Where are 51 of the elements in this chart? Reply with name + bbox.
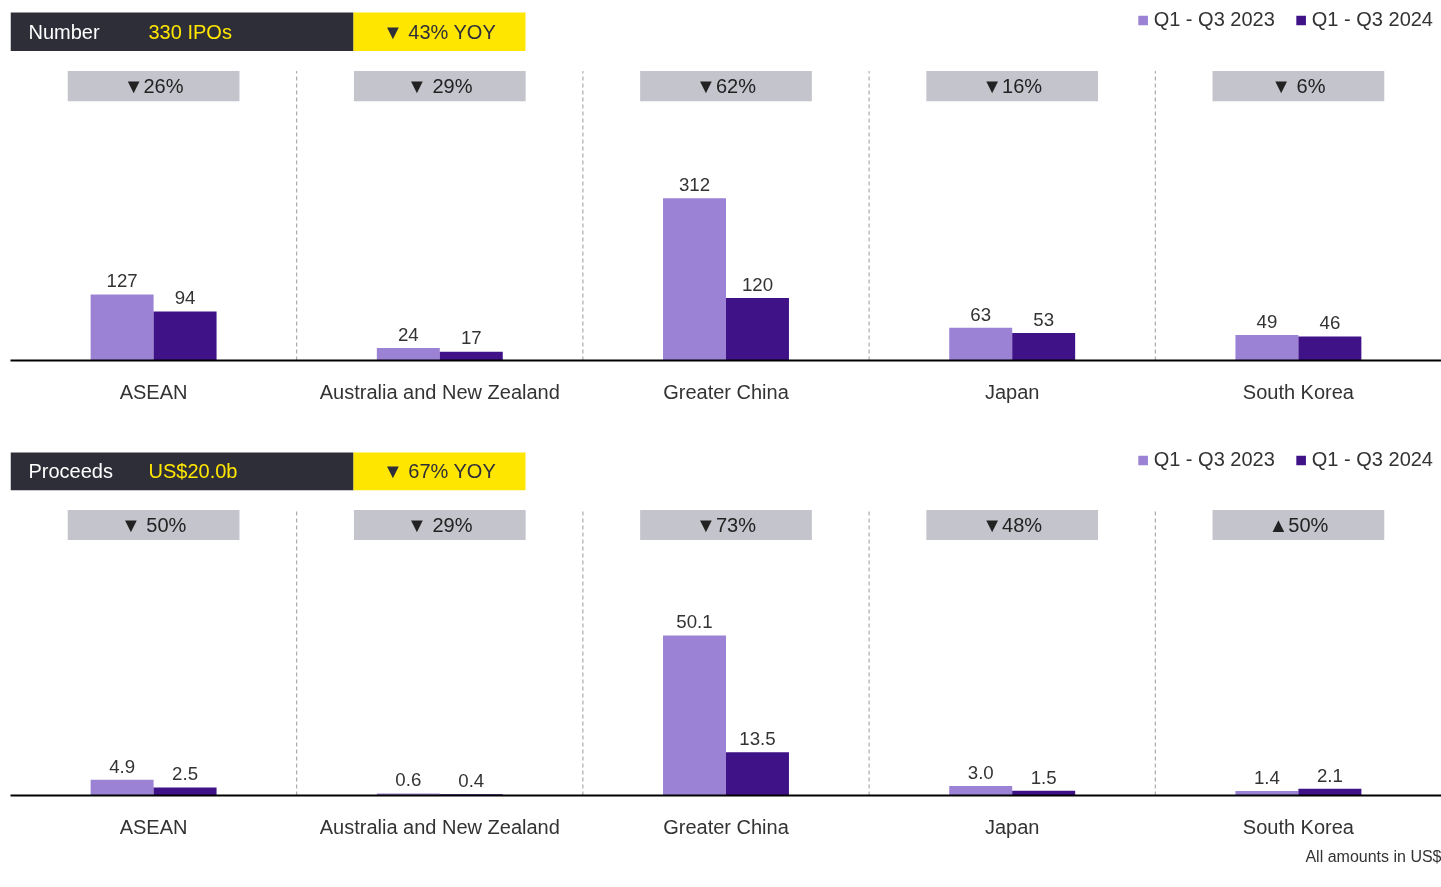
x-tick-label: Greater China (663, 380, 790, 403)
x-tick-label: ASEAN (119, 815, 188, 838)
text: ▼48% (982, 514, 1043, 537)
text: ▲50% (1268, 514, 1329, 537)
legend-label: Q1 - Q3 2023 (1153, 8, 1275, 31)
x-tick-label: South Korea (1242, 380, 1355, 403)
data-label: 0.4 (458, 770, 485, 792)
text: ▼73% (696, 514, 757, 537)
x-tick-label: Australia and New Zealand (319, 815, 560, 838)
text: ▼62% (696, 75, 757, 98)
x-tick-label: ASEAN (119, 380, 188, 403)
data-label: 17 (460, 327, 482, 349)
chart-subtitle: 330 IPOs (148, 20, 232, 43)
text: ▼ 29% (407, 514, 473, 537)
text: ▼ 29% (407, 75, 473, 98)
data-label: 2.5 (172, 763, 199, 785)
x-tick-label: Greater China (663, 815, 790, 838)
text: All amounts in US$ (1305, 847, 1441, 865)
text: ▼ 6% (1271, 75, 1326, 98)
text: ▼26% (123, 75, 184, 98)
text: ▼ 50% (120, 514, 187, 537)
data-label: 1.5 (1030, 766, 1057, 788)
data-label: 0.6 (395, 769, 422, 791)
data-label: 3.0 (967, 761, 994, 783)
legend-label: Q1 - Q3 2023 (1153, 448, 1275, 471)
chart-subtitle: US$20.0b (148, 460, 238, 483)
data-label: 46 (1319, 312, 1341, 334)
data-label: 94 (174, 287, 196, 309)
data-label: 49 (1256, 310, 1278, 332)
data-label: 312 (678, 173, 711, 195)
data-label: 2.1 (1316, 764, 1343, 786)
text: ▼16% (982, 75, 1043, 98)
legend-label: Q1 - Q3 2024 (1311, 448, 1433, 471)
x-tick-label: South Korea (1242, 815, 1355, 838)
data-label: 53 (1033, 308, 1055, 330)
data-label: 127 (106, 270, 138, 292)
data-label: 4.9 (109, 755, 136, 777)
text: ▼ 67% YOY (382, 460, 496, 483)
data-label: 120 (741, 273, 774, 295)
data-label: 1.4 (1253, 766, 1280, 788)
legend-label: Q1 - Q3 2024 (1311, 8, 1433, 31)
chart-title: Number (28, 20, 100, 43)
x-tick-label: Australia and New Zealand (319, 380, 560, 403)
data-label: 13.5 (739, 728, 776, 750)
data-label: 63 (970, 303, 992, 325)
x-tick-label: Japan (984, 380, 1040, 403)
data-label: 50.1 (676, 611, 713, 633)
text: ▼ 43% YOY (382, 20, 496, 43)
chart-title: Proceeds (28, 460, 113, 483)
x-tick-label: Japan (984, 815, 1040, 838)
data-label: 24 (397, 323, 419, 345)
